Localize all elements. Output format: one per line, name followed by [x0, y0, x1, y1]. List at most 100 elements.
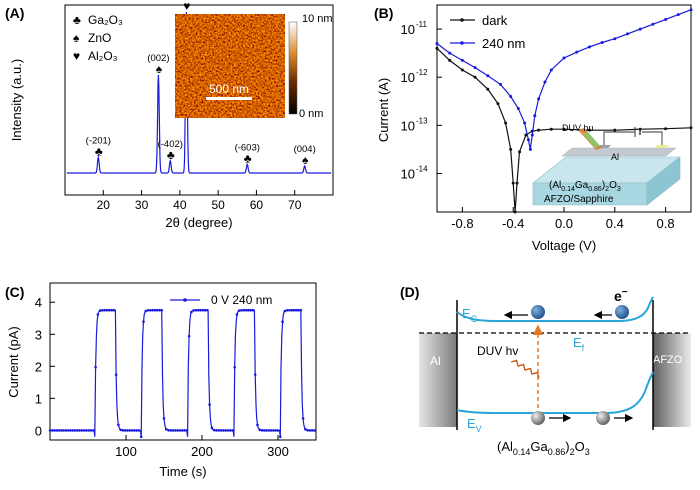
x-tick-label: -0.8: [451, 216, 473, 231]
iv-point: [511, 181, 515, 185]
iv-point: [613, 37, 617, 41]
current-point: [253, 373, 257, 377]
afzo-contact: [653, 333, 691, 427]
current-point: [169, 429, 173, 432]
iv-point: [473, 66, 477, 70]
afm-scalebar: [206, 97, 252, 100]
current-point: [265, 429, 268, 432]
panel-b-xlabel: Voltage (V): [532, 238, 596, 253]
current-point: [249, 308, 252, 312]
current-point: [167, 428, 170, 432]
device-light-label: DUV hυ: [562, 123, 594, 133]
current-point: [135, 429, 138, 432]
peak-symbol: ♥: [183, 0, 190, 13]
material-label: (Al0.14Ga0.86)2O3: [497, 439, 590, 457]
panel-c: (C) 100 200 300 0 1 2 3 4 Time (s) Current (pA…: [5, 282, 317, 479]
electron-label: e−: [614, 287, 628, 304]
legend-ga2o3-symbol: ♣: [73, 13, 81, 27]
iv-point: [499, 82, 502, 86]
current-point: [174, 429, 177, 432]
x-tick-label: 20: [97, 198, 111, 212]
x-tick-label: 0.0: [555, 216, 573, 231]
current-point: [313, 429, 316, 432]
current-point: [123, 429, 127, 432]
iv-point: [664, 127, 668, 131]
panel-c-xlabel: Time (s): [159, 464, 206, 479]
current-point: [85, 429, 88, 432]
current-point: [160, 308, 164, 312]
valence-band: [456, 371, 654, 414]
afm-scalebar-label: 500 nm: [209, 82, 249, 96]
y-tick-label: 10: [401, 70, 415, 85]
current-point: [201, 308, 205, 312]
current-point: [92, 429, 95, 432]
device-wire: [603, 131, 663, 145]
x-tick-label: 30: [135, 198, 149, 212]
current-point: [128, 429, 132, 432]
x-tick-label: -0.4: [502, 216, 524, 231]
current-point: [133, 429, 136, 432]
peak-label: (-402): [158, 139, 183, 150]
current-point: [107, 308, 111, 312]
current-point: [285, 309, 289, 312]
panel-c-markers: [48, 308, 316, 439]
current-point: [194, 308, 198, 312]
current-point: [62, 429, 65, 432]
x-tick-label: 60: [250, 198, 264, 212]
peak-symbol: ♣: [95, 144, 103, 158]
panel-b-series: [435, 8, 693, 214]
legend-al2o3-symbol: ♥: [73, 49, 80, 63]
iv-point: [664, 17, 668, 21]
current-point: [299, 308, 303, 312]
iv-point: [537, 97, 541, 101]
current-point: [126, 429, 129, 432]
iv-point: [509, 147, 513, 151]
current-point: [215, 429, 218, 432]
panel-b-legend: dark 240 nm: [450, 13, 525, 51]
legend-zno-label: ZnO: [88, 31, 111, 45]
current-point: [164, 427, 168, 431]
current-point: [178, 429, 182, 432]
x-tick-label: 50: [211, 198, 225, 212]
panel-c-ylabel: Current (pA): [6, 326, 21, 398]
panel-d-label: (D): [400, 284, 419, 300]
iv-point: [435, 46, 439, 50]
current-point: [306, 428, 309, 432]
panel-a: (A) 20 30 40 50 60 70 2θ (degree) Intensity (…: [5, 0, 334, 230]
current-point: [196, 308, 200, 312]
current-point: [137, 429, 141, 432]
current-point: [208, 403, 211, 406]
current-point: [242, 308, 246, 312]
afm-inset: 500 nm 10 nm 0 nm: [175, 13, 333, 120]
current-point: [71, 429, 75, 432]
current-point: [139, 435, 143, 439]
current-point: [301, 417, 305, 420]
current-point: [144, 309, 148, 313]
duv-label: DUV hv: [477, 344, 518, 358]
al-contact: [419, 333, 457, 427]
current-point: [180, 429, 184, 432]
current-point: [171, 429, 175, 432]
peak-symbol: ♣: [244, 151, 252, 165]
y-tick-exponent: -13: [416, 116, 428, 125]
panel-a-xrd-line: [66, 11, 332, 174]
x-tick-label: 0.8: [657, 216, 675, 231]
current-point: [53, 429, 56, 432]
current-point: [244, 308, 248, 312]
current-point: [263, 429, 266, 432]
current-point: [281, 320, 284, 323]
current-point: [210, 426, 214, 430]
device-substrate-side: [646, 156, 681, 206]
panel-c-current-line: [50, 309, 316, 437]
x-tick-label: 70: [288, 198, 302, 212]
current-point: [80, 429, 84, 432]
iv-point: [473, 75, 477, 79]
current-point: [276, 429, 280, 432]
current-point: [60, 429, 63, 432]
current-point: [304, 427, 307, 431]
panel-c-frame: [49, 282, 317, 441]
ec-label: EC: [462, 306, 478, 324]
y-tick-exponent: -11: [416, 20, 428, 29]
current-point: [130, 429, 134, 432]
iv-point: [486, 87, 490, 91]
